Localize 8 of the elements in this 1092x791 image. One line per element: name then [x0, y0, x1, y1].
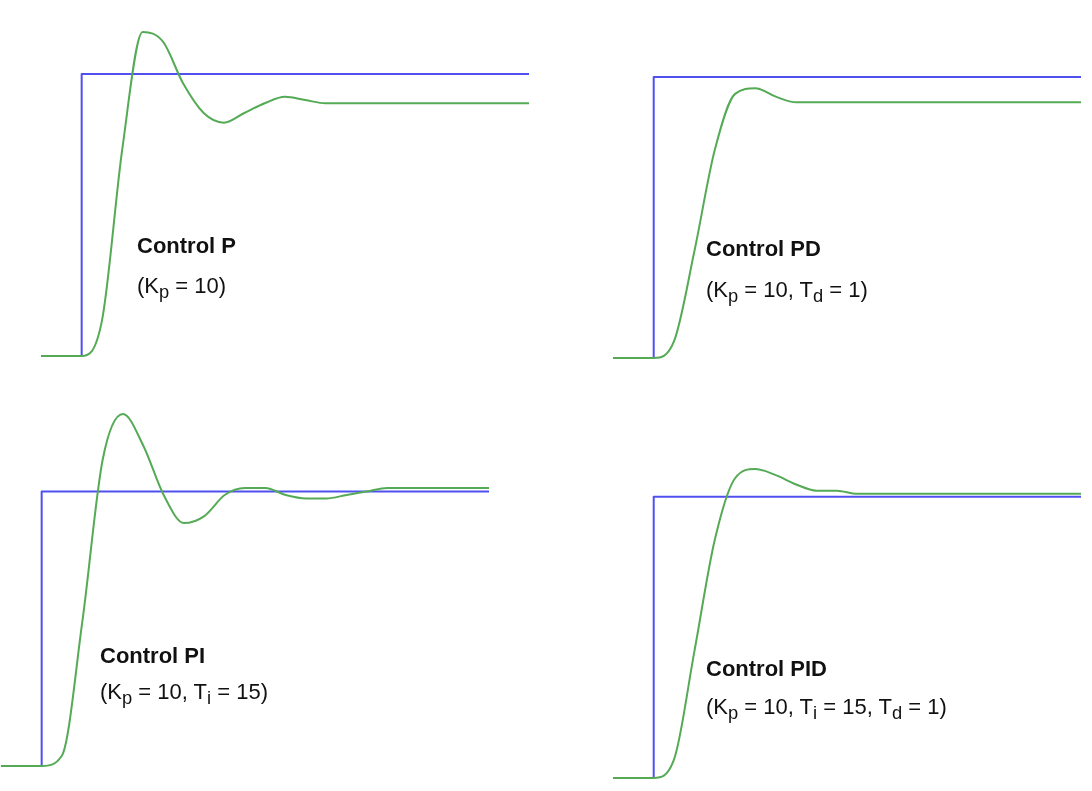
text: Control P — [137, 233, 236, 259]
text: (K$_{p}$ = 10, T$_{i}$ = 15) — [100, 679, 268, 710]
text: (K$_{p}$ = 10) — [137, 273, 227, 304]
text: (K$_{p}$ = 10, T$_{d}$ = 1) — [706, 277, 868, 308]
text: (K$_{p}$ = 10, T$_{i}$ = 15, T$_{d}$ = 1) — [706, 694, 947, 725]
text: Control PD — [706, 236, 821, 262]
text: Control PID — [706, 656, 827, 682]
text: Control PI — [100, 643, 206, 669]
